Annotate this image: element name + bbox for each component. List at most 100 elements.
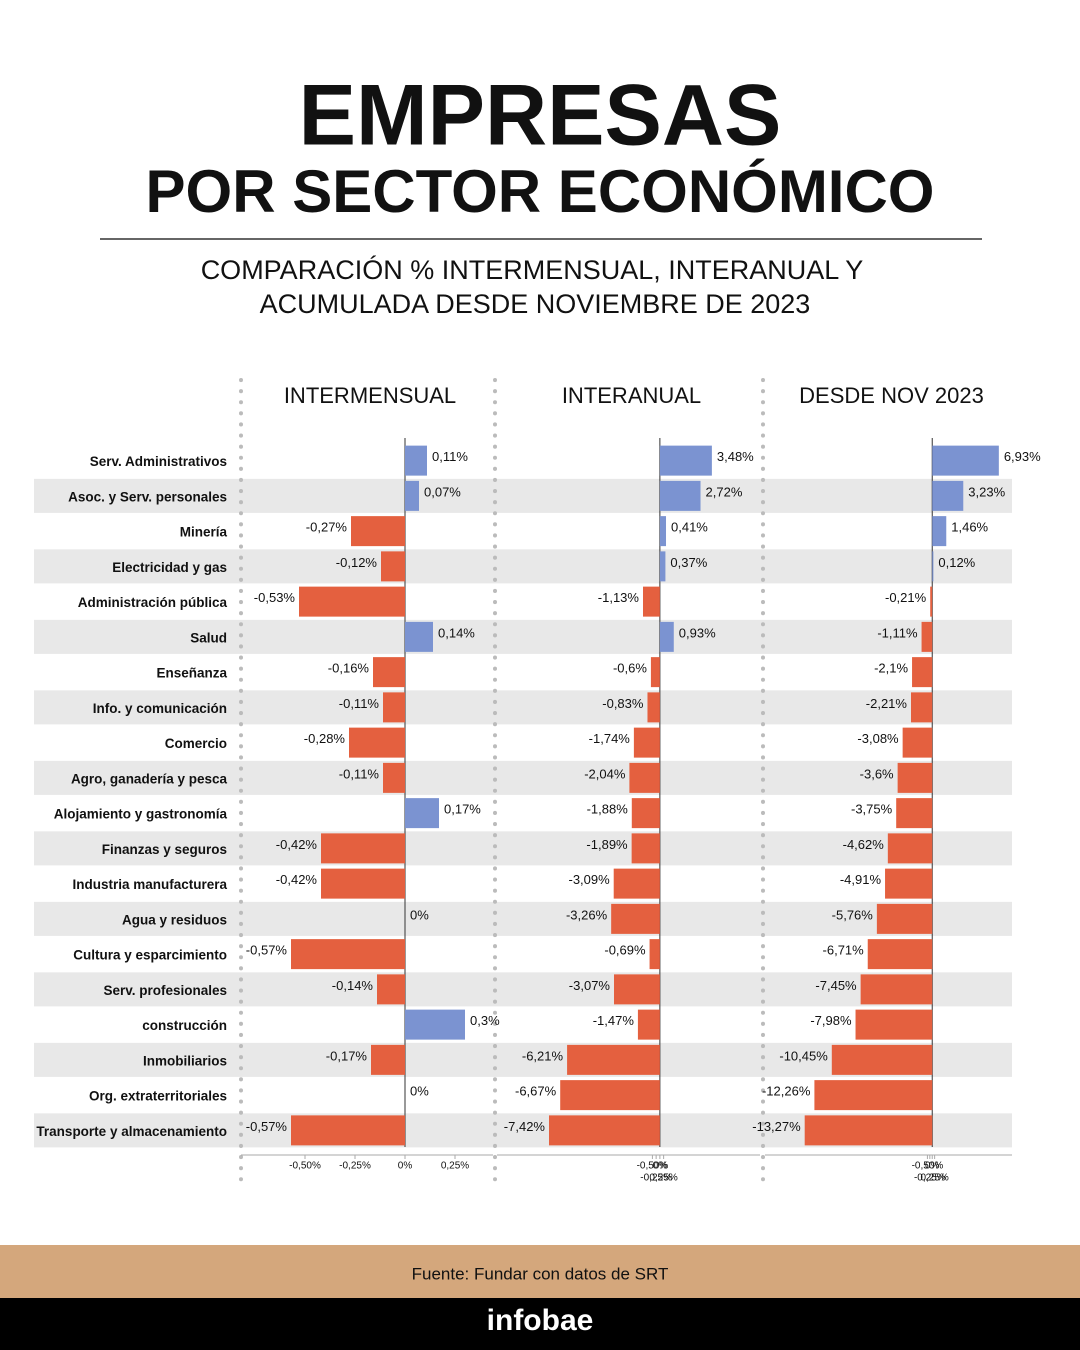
bar xyxy=(659,480,701,511)
value-label: -3,09% xyxy=(569,872,611,887)
bar xyxy=(291,939,405,970)
value-label: -3,26% xyxy=(566,907,608,922)
row-band xyxy=(34,690,1012,725)
panel-title: INTERANUAL xyxy=(562,383,701,408)
value-label: -1,13% xyxy=(598,590,640,605)
bar xyxy=(932,480,964,511)
value-label: -5,76% xyxy=(832,907,874,922)
value-label: -3,6% xyxy=(860,766,894,781)
source: Fuente: Fundar con datos de SRT xyxy=(412,1264,669,1283)
bar xyxy=(381,551,405,582)
value-label: -12,26% xyxy=(762,1084,811,1099)
value-label: 0,11% xyxy=(432,449,468,464)
value-label: -2,1% xyxy=(874,661,908,676)
value-label: 0,14% xyxy=(438,625,475,640)
category-label: Electricidad y gas xyxy=(112,560,227,575)
category-label: Salud xyxy=(190,630,227,645)
bar xyxy=(814,1080,933,1111)
category-label: Inmobiliarios xyxy=(143,1053,227,1068)
bar xyxy=(549,1115,660,1146)
x-tick-label: 0,25% xyxy=(649,1173,677,1184)
subtitle: ACUMULADA DESDE NOVIEMBRE DE 2023 xyxy=(260,289,811,319)
bar xyxy=(291,1115,405,1146)
row-band xyxy=(34,619,1012,654)
bar xyxy=(831,1044,933,1075)
plot: Serv. Administrativos Asoc. y Serv. perso… xyxy=(36,378,1041,1188)
bar xyxy=(405,621,433,652)
value-label: -1,89% xyxy=(586,837,628,852)
value-label: -0,28% xyxy=(304,731,346,746)
bar xyxy=(659,621,674,652)
bar xyxy=(321,868,405,899)
bar xyxy=(633,727,660,758)
x-tick-label: 0% xyxy=(653,1161,668,1172)
bar xyxy=(613,868,660,899)
title: EMPRESAS xyxy=(299,68,782,164)
bar xyxy=(373,657,405,688)
bar xyxy=(659,516,667,547)
bar xyxy=(371,1044,405,1075)
bar xyxy=(405,798,439,829)
value-label: -0,14% xyxy=(332,978,374,993)
bar xyxy=(405,445,427,476)
bar xyxy=(383,692,405,723)
bar xyxy=(649,939,660,970)
panel-title: DESDE NOV 2023 xyxy=(799,383,984,408)
value-label: -10,45% xyxy=(779,1048,828,1063)
value-label: -7,42% xyxy=(504,1119,546,1134)
bar xyxy=(647,692,660,723)
bar xyxy=(896,798,933,829)
bar xyxy=(887,833,933,864)
value-label: -0,12% xyxy=(336,555,378,570)
value-label: -0,21% xyxy=(885,590,927,605)
category-label: Administración pública xyxy=(78,595,228,610)
bar xyxy=(650,657,660,688)
value-label: -0,11% xyxy=(339,696,380,711)
value-label: -0,83% xyxy=(602,696,644,711)
value-label: -13,27% xyxy=(752,1119,801,1134)
bar xyxy=(614,974,660,1005)
value-label: 3,23% xyxy=(968,484,1005,499)
category-label: Transporte y almacenamiento xyxy=(36,1124,227,1139)
row-band xyxy=(34,972,1012,1007)
value-label: -0,17% xyxy=(326,1048,368,1063)
brand: infobae xyxy=(487,1304,594,1337)
bar xyxy=(930,586,933,617)
value-label: -0,69% xyxy=(604,943,646,958)
brand-band xyxy=(0,1298,1080,1350)
value-label: -2,04% xyxy=(584,766,626,781)
x-tick-label: 0% xyxy=(398,1161,413,1172)
value-label: -2,21% xyxy=(866,696,908,711)
panel-title: INTERMENSUAL xyxy=(284,383,456,408)
value-label: -3,75% xyxy=(851,802,893,817)
value-label: 0% xyxy=(410,1084,429,1099)
bar xyxy=(912,657,933,688)
value-label: -0,42% xyxy=(276,837,318,852)
value-label: -0,11% xyxy=(339,766,380,781)
bar xyxy=(629,762,660,793)
value-label: -0,53% xyxy=(254,590,296,605)
row-band xyxy=(34,478,1012,513)
row-band xyxy=(34,901,1012,936)
value-label: 0,41% xyxy=(671,520,708,535)
category-label: Cultura y esparcimiento xyxy=(73,948,227,963)
bar xyxy=(611,903,660,934)
category-label: Agro, ganadería y pesca xyxy=(71,771,228,786)
value-label: -0,57% xyxy=(246,1119,288,1134)
category-label: Enseñanza xyxy=(156,666,227,681)
value-label: -4,62% xyxy=(843,837,885,852)
bar xyxy=(897,762,933,793)
bar xyxy=(321,833,405,864)
value-label: 0% xyxy=(410,907,429,922)
bar xyxy=(642,586,660,617)
row-band xyxy=(34,760,1012,795)
category-label: Serv. profesionales xyxy=(103,983,227,998)
bar xyxy=(349,727,405,758)
bar xyxy=(885,868,933,899)
bar xyxy=(855,1009,933,1040)
x-tick-label: -0,25% xyxy=(914,1173,946,1184)
bar xyxy=(405,1009,465,1040)
bar xyxy=(560,1080,660,1111)
bar xyxy=(804,1115,933,1146)
